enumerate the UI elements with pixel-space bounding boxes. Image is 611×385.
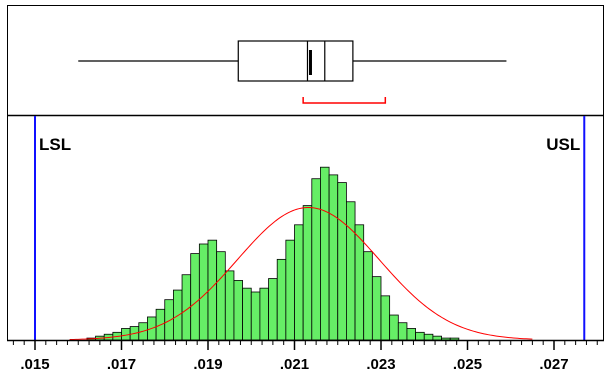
histogram-bar [302, 205, 313, 341]
histogram-bar [268, 278, 278, 341]
spec-limit-label-lsl: LSL [39, 135, 71, 154]
histogram-bar [415, 331, 425, 341]
histogram-bar [320, 166, 330, 341]
histogram-bar [363, 251, 373, 341]
histogram-bar [164, 299, 174, 341]
histogram-bar [389, 314, 399, 341]
normal-fit-curve [69, 207, 533, 341]
histogram-bars [86, 166, 460, 341]
histogram-bar [172, 289, 183, 341]
x-tick-label: .015 [20, 356, 49, 373]
box-iqr [237, 40, 354, 82]
histogram-bar [328, 174, 339, 341]
histogram-bar [423, 333, 434, 341]
shortest-half-bracket [302, 97, 387, 104]
histogram-bar [354, 224, 365, 341]
x-tick-label: .025 [453, 356, 482, 373]
histogram-bar [242, 287, 252, 341]
x-tick-label: .019 [193, 356, 222, 373]
x-tick-label: .023 [366, 356, 395, 373]
histogram-bar [345, 201, 356, 341]
histogram-bar [294, 224, 304, 341]
histogram-bar [406, 328, 417, 341]
histogram-bar [250, 291, 261, 341]
histogram-bar [449, 337, 460, 341]
x-axis: .015 .017 .019 .021 .023 .025 .027 [7, 339, 604, 373]
x-tick-label: .021 [280, 356, 309, 373]
histogram-bar [371, 276, 382, 341]
histogram-bar [441, 337, 451, 341]
histogram-bar [276, 258, 287, 341]
histogram-bar [380, 295, 391, 341]
spec-limit-label-usl: USL [546, 135, 580, 154]
histogram-bar [311, 178, 321, 341]
histogram-bar [233, 280, 243, 341]
histogram-bar [432, 335, 442, 341]
x-tick-label: .017 [107, 356, 136, 373]
histogram-bar [397, 322, 408, 341]
histogram-bar [337, 182, 347, 341]
box-plot [78, 40, 507, 104]
histogram-bar [190, 253, 200, 341]
histogram-bar [259, 287, 269, 341]
histogram-bar [216, 251, 226, 341]
histogram-bar [224, 270, 235, 341]
x-tick-label: .027 [539, 356, 568, 373]
spec-limit-lines: LSL USL [34, 116, 586, 340]
histogram-bar [285, 239, 295, 341]
